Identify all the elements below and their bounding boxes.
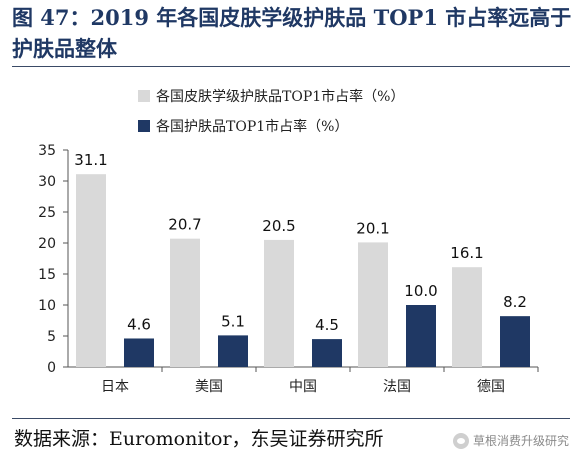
watermark: 草根消费升级研究: [452, 432, 569, 449]
category-label: 法国: [383, 379, 411, 395]
bar-overall-0: [124, 338, 154, 367]
source-note: 数据来源：Euromonitor，东吴证券研究所: [14, 428, 384, 450]
legend-label-2: 各国护肤品TOP1市占率（%）: [156, 118, 348, 135]
bar-derma-4: [452, 267, 482, 367]
chart-title: 图 47：2019 年各国皮肤学级护肤品 TOP1 市占率远高于护肤品整体: [12, 5, 572, 61]
data-label-derma-2: 20.5: [262, 217, 295, 235]
data-label-overall-4: 8.2: [503, 293, 527, 311]
data-label-overall-0: 4.6: [127, 315, 151, 333]
bar-derma-1: [170, 238, 200, 367]
legend-swatch-1: [138, 90, 150, 102]
watermark-text: 草根消费升级研究: [472, 434, 569, 448]
legend-label-1: 各国皮肤学级护肤品TOP1市占率（%）: [156, 88, 404, 105]
bar-overall-2: [312, 339, 342, 367]
y-tick-label: 30: [38, 174, 56, 190]
source-divider: [12, 418, 570, 419]
bar-derma-0: [76, 174, 106, 367]
y-tick-label: 0: [47, 360, 56, 376]
category-label: 美国: [195, 379, 223, 395]
bar-derma-2: [264, 239, 294, 367]
data-label-overall-3: 10.0: [404, 282, 437, 300]
data-label-derma-4: 16.1: [450, 244, 483, 262]
y-tick-label: 15: [38, 267, 56, 283]
data-label-overall-2: 4.5: [315, 316, 339, 334]
legend-swatch-2: [138, 120, 150, 132]
y-tick-label: 25: [38, 205, 56, 221]
y-tick-label: 35: [38, 143, 56, 159]
bar-overall-1: [218, 335, 248, 367]
data-label-derma-0: 31.1: [74, 151, 107, 169]
data-label-overall-1: 5.1: [221, 312, 245, 330]
title-divider: [12, 66, 570, 67]
category-label: 德国: [477, 379, 505, 395]
bar-chart: 各国皮肤学级护肤品TOP1市占率（%） 各国护肤品TOP1市占率（%） 0 5 10 15…: [38, 88, 539, 395]
wechat-icon: [452, 432, 469, 449]
y-tick-label: 5: [47, 329, 56, 345]
y-tick-label: 20: [38, 236, 56, 252]
data-label-derma-1: 20.7: [168, 216, 201, 234]
y-tick-label: 10: [38, 298, 56, 314]
bar-overall-4: [500, 316, 530, 367]
category-label: 中国: [289, 379, 317, 395]
bar-derma-3: [358, 242, 388, 367]
category-label: 日本: [101, 379, 129, 395]
bar-overall-3: [406, 305, 436, 367]
data-label-derma-3: 20.1: [356, 219, 389, 237]
